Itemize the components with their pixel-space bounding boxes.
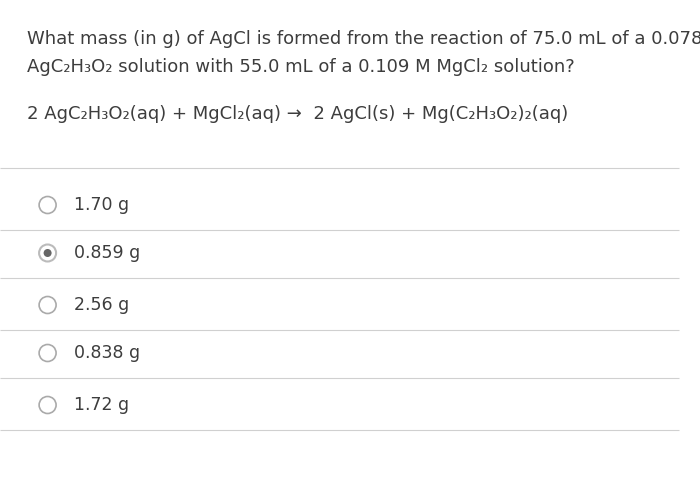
Text: AgC₂H₃O₂ solution with 55.0 mL of a 0.109 M MgCl₂ solution?: AgC₂H₃O₂ solution with 55.0 mL of a 0.10… (27, 58, 574, 76)
Text: 2 AgC₂H₃O₂(aq) + MgCl₂(aq) →  2 AgCl(s) + Mg(C₂H₃O₂)₂(aq): 2 AgC₂H₃O₂(aq) + MgCl₂(aq) → 2 AgCl(s) +… (27, 105, 568, 123)
Text: 2.56 g: 2.56 g (74, 296, 129, 314)
Text: 1.70 g: 1.70 g (74, 196, 129, 214)
Text: 0.838 g: 0.838 g (74, 344, 139, 362)
Text: 1.72 g: 1.72 g (74, 396, 129, 414)
Text: What mass (in g) of AgCl is formed from the reaction of 75.0 mL of a 0.078 M: What mass (in g) of AgCl is formed from … (27, 30, 700, 48)
Text: 0.859 g: 0.859 g (74, 244, 140, 262)
Circle shape (43, 249, 52, 257)
